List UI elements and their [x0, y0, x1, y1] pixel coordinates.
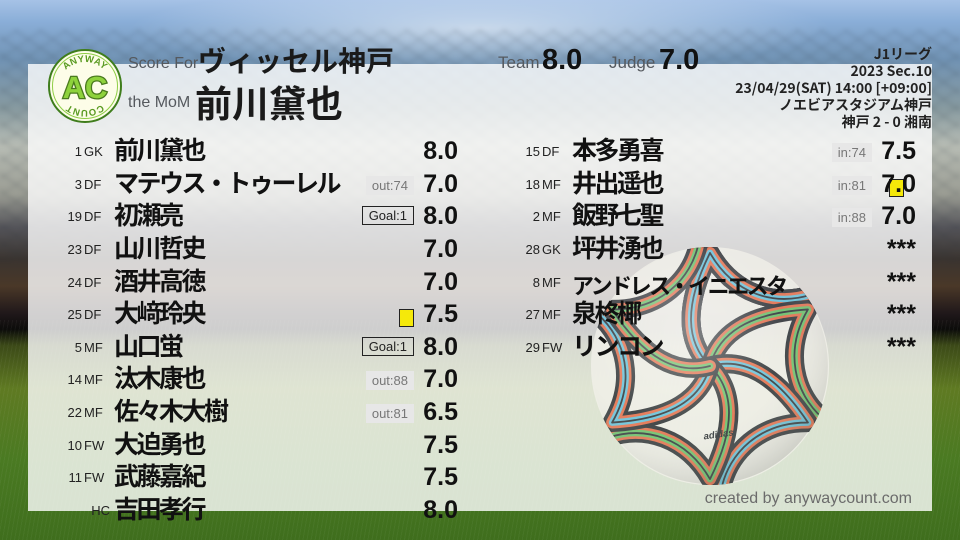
svg-text:AC: AC	[63, 70, 108, 105]
